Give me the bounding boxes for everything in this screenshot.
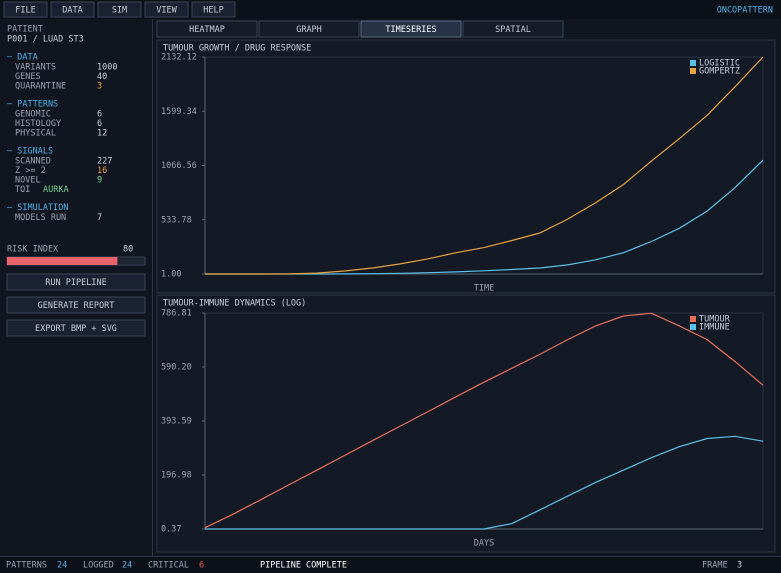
stat-label: TOI [15, 185, 30, 195]
stat-value: 3 [97, 82, 102, 92]
chart-panel [156, 294, 776, 553]
stat-label: GENOMIC [15, 110, 51, 120]
stat-value: 9 [97, 176, 102, 186]
stat-value: 1000 [97, 63, 117, 73]
status-label: PATTERNS [6, 561, 47, 571]
patient-id: P001 / LUAD ST3 [7, 35, 84, 45]
legend-swatch [690, 316, 696, 322]
stat-value: 6 [97, 110, 102, 120]
risk-bar [7, 257, 118, 265]
patient-label: PATIENT [7, 25, 43, 35]
stat-label: HISTOLOGY [15, 119, 61, 129]
stat-label: NOVEL [15, 176, 41, 186]
stat-label: SCANNED [15, 157, 51, 167]
menu-button[interactable] [144, 1, 189, 18]
stat-label: Z >= 2 [15, 166, 46, 176]
tab[interactable] [258, 20, 360, 38]
status-value: 6 [199, 561, 204, 571]
series-line [205, 435, 764, 530]
frame-label: FRAME [702, 561, 728, 571]
stat-value: 7 [97, 213, 102, 223]
sidebar-button[interactable] [6, 319, 146, 337]
status-label: LOGGED [83, 561, 114, 571]
section-title: – PATTERNS [7, 100, 58, 110]
tab[interactable] [156, 20, 258, 38]
y-tick-label: 533.78 [161, 215, 192, 225]
menu-label[interactable]: HELP [203, 6, 223, 16]
stat-value: 227 [97, 157, 112, 167]
legend-swatch [690, 324, 696, 330]
stat-label: GENES [15, 72, 41, 82]
y-tick-label: 393.59 [161, 417, 192, 427]
status-value: 24 [57, 561, 67, 571]
stat-value: 6 [97, 119, 102, 129]
tab-label[interactable]: GRAPH [296, 25, 322, 35]
tab-label[interactable]: SPATIAL [495, 25, 531, 35]
stat-label: MODELS RUN [15, 213, 66, 223]
y-tick-label: 1599.34 [161, 107, 197, 117]
risk-label: RISK INDEX [7, 245, 59, 255]
y-tick-label: 1.00 [161, 270, 181, 280]
status-label: CRITICAL [148, 561, 189, 571]
menu-button[interactable] [191, 1, 236, 18]
stat-value: AURKA [43, 185, 69, 195]
legend-label: LOGISTIC [699, 59, 740, 69]
stat-value: 12 [97, 129, 107, 139]
stat-label: PHYSICAL [15, 129, 56, 139]
menu-label[interactable]: VIEW [156, 6, 177, 16]
series-line [205, 56, 764, 275]
sidebar-button-label[interactable]: RUN PIPELINE [45, 278, 106, 288]
legend-label: GOMPERTZ [699, 67, 740, 77]
menu-button[interactable] [3, 1, 48, 18]
stat-value: 40 [97, 72, 107, 82]
x-axis-label: DAYS [474, 539, 494, 549]
series-line [204, 312, 764, 529]
y-tick-label: 2132.12 [161, 53, 197, 63]
stat-label: VARIANTS [15, 63, 56, 73]
menu-button[interactable] [97, 1, 142, 18]
chart-panel [156, 39, 776, 294]
tab[interactable] [462, 20, 564, 38]
legend-swatch [690, 60, 696, 66]
status-value: 24 [122, 561, 132, 571]
sidebar-button[interactable] [6, 296, 146, 314]
section-title: – SIGNALS [7, 147, 53, 157]
status-bar [0, 556, 781, 573]
frame-value: 3 [737, 561, 742, 571]
brand: ONCOPATTERN [717, 6, 773, 16]
x-axis-label: TIME [474, 284, 494, 294]
tab-label[interactable]: TIMESERIES [385, 25, 436, 35]
sidebar-button-label[interactable]: EXPORT BMP + SVG [35, 324, 117, 334]
tab[interactable] [360, 20, 462, 38]
y-tick-label: 590.20 [161, 363, 192, 373]
risk-value: 80 [123, 245, 133, 255]
menu-label[interactable]: FILE [15, 6, 35, 16]
stat-value: 16 [97, 166, 107, 176]
legend-swatch [690, 68, 696, 74]
menu-button[interactable] [50, 1, 95, 18]
y-tick-label: 196.98 [161, 471, 192, 481]
y-tick-label: 786.81 [161, 309, 192, 319]
y-tick-label: 1066.56 [161, 161, 197, 171]
legend-label: IMMUNE [699, 323, 730, 333]
legend-label: TUMOUR [699, 315, 731, 325]
tab-label[interactable]: HEATMAP [189, 25, 225, 35]
sidebar-button-label[interactable]: GENERATE REPORT [38, 301, 115, 311]
y-tick-label: 0.37 [161, 525, 181, 535]
stat-label: QUARANTINE [15, 82, 66, 92]
menu-label[interactable]: SIM [112, 6, 127, 16]
section-title: – SIMULATION [7, 203, 68, 213]
chart-title: TUMOUR GROWTH / DRUG RESPONSE [163, 44, 311, 54]
status-message: PIPELINE COMPLETE [260, 561, 347, 571]
sidebar-button[interactable] [6, 273, 146, 291]
menu-label[interactable]: DATA [62, 6, 82, 16]
section-title: – DATA [7, 53, 38, 63]
chart-title: TUMOUR-IMMUNE DYNAMICS (LOG) [163, 299, 306, 309]
